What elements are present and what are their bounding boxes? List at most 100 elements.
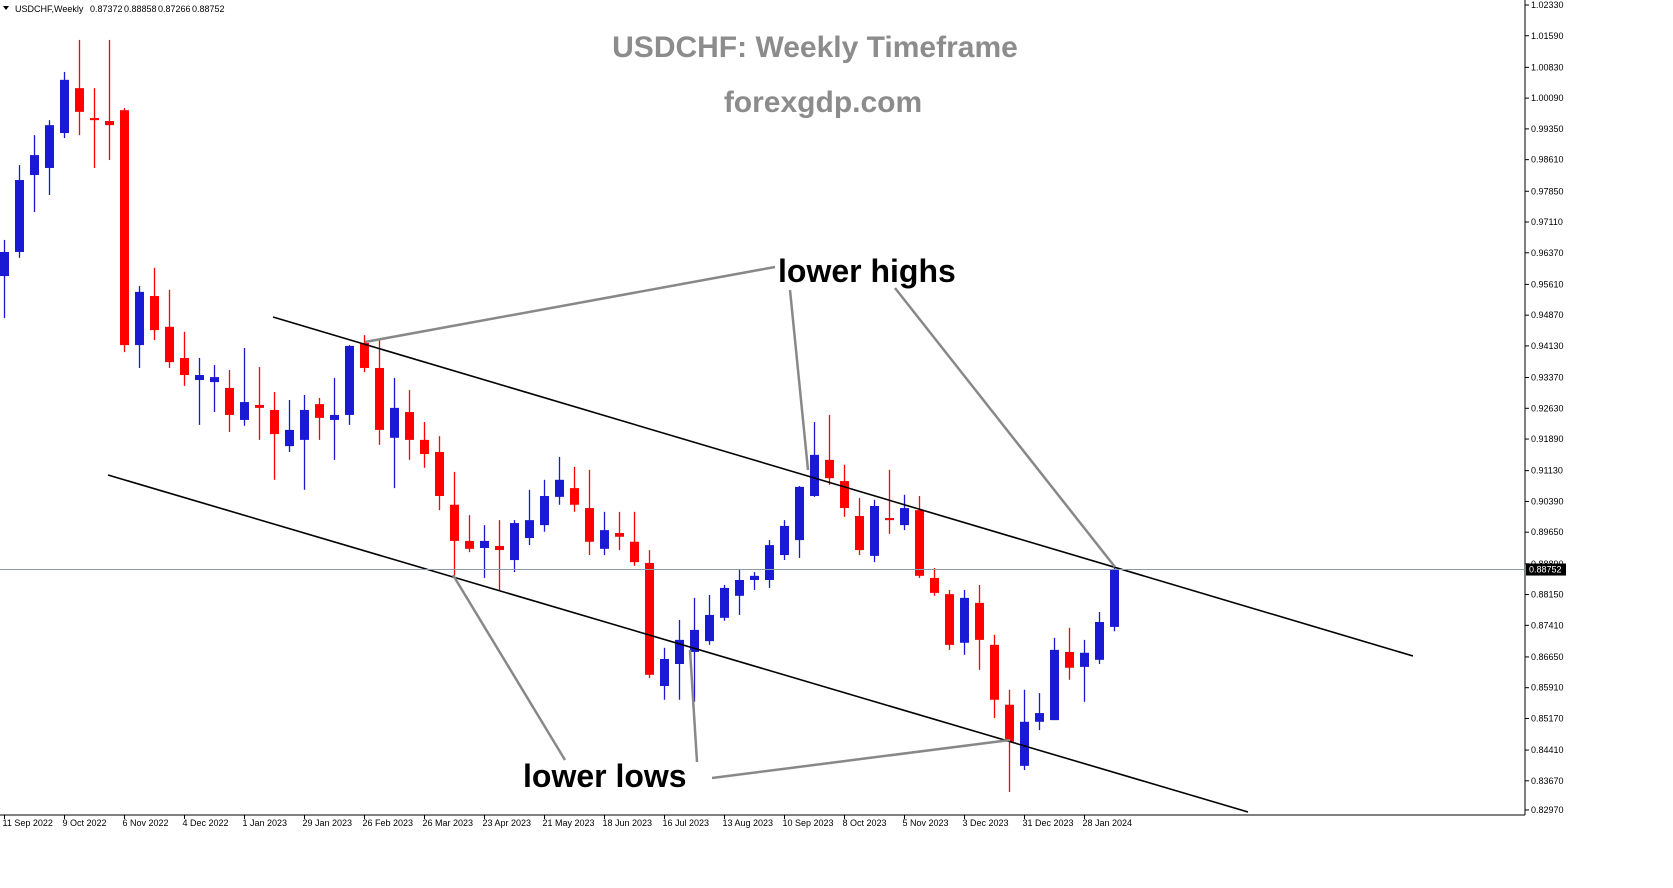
candle-body	[795, 486, 804, 541]
candle-body	[495, 545, 504, 551]
y-tick-label: 0.99350	[1531, 124, 1564, 134]
candle-body	[360, 343, 369, 368]
candle-body	[255, 404, 264, 408]
y-tick-label: 0.94130	[1531, 341, 1564, 351]
y-tick-label: 1.00830	[1531, 62, 1564, 72]
candle-body	[1050, 649, 1059, 721]
pointer-line	[711, 738, 1011, 780]
y-tick-label: 0.96370	[1531, 248, 1564, 258]
candle-body	[690, 629, 699, 652]
candle-body	[1035, 713, 1044, 722]
pointer-line	[894, 287, 1116, 568]
candle-body	[555, 479, 564, 497]
y-tick-label: 0.93370	[1531, 373, 1564, 383]
candle-body	[840, 481, 849, 509]
menu-arrow	[3, 6, 9, 10]
candle-body	[825, 459, 834, 479]
candle-body	[330, 414, 339, 420]
x-tick-label: 3 Dec 2023	[963, 818, 1009, 828]
header-open: 0.87372	[90, 4, 123, 14]
x-tick-label: 4 Dec 2022	[183, 818, 229, 828]
candle-body	[345, 345, 354, 415]
x-tick-label: 23 Apr 2023	[483, 818, 532, 828]
x-tick-label: 10 Sep 2023	[783, 818, 834, 828]
x-tick-label: 11 Sep 2022	[3, 818, 53, 828]
x-tick-label: 26 Feb 2023	[363, 818, 414, 828]
candle-body	[570, 488, 579, 505]
candle-body	[1110, 569, 1119, 627]
candle-body	[780, 525, 789, 556]
x-tick-label: 1 Jan 2023	[243, 818, 288, 828]
y-tick-label: 1.01590	[1531, 31, 1564, 41]
y-tick-label: 0.89650	[1531, 527, 1564, 537]
pointer-line	[688, 649, 699, 763]
candle-body	[390, 407, 399, 438]
candle-body	[210, 377, 219, 383]
candle-body	[915, 510, 924, 576]
annotation: lower lows	[523, 758, 687, 794]
candle-body	[240, 402, 249, 420]
candle-body	[315, 404, 324, 418]
pointer-line	[788, 289, 810, 471]
candle-body	[525, 520, 534, 539]
candle-body	[945, 594, 954, 645]
candle-body	[90, 118, 99, 121]
candle-body	[165, 326, 174, 363]
candle-body	[645, 562, 654, 675]
candle-body	[1065, 651, 1074, 668]
candle-body	[660, 659, 669, 687]
x-tick-label: 13 Aug 2023	[723, 818, 774, 828]
candle-body	[630, 541, 639, 563]
x-tick-label: 29 Jan 2023	[303, 818, 353, 828]
y-tick-label: 1.02330	[1531, 0, 1564, 10]
symbol: USDCHF,Weekly	[15, 4, 84, 14]
x-tick-label: 21 May 2023	[543, 818, 595, 828]
candle-body	[870, 505, 879, 556]
y-tick-label: 0.87410	[1531, 620, 1564, 630]
y-tick-label: 0.98610	[1531, 155, 1564, 165]
candle-body	[30, 155, 39, 176]
candle-body	[1005, 704, 1014, 742]
candle-body	[540, 496, 549, 526]
candle-body	[675, 639, 684, 664]
candle-body	[75, 88, 84, 112]
candle-body	[285, 429, 294, 447]
x-tick-label: 9 Oct 2022	[63, 818, 107, 828]
y-tick-label: 0.92630	[1531, 403, 1564, 413]
y-tick-label: 0.85170	[1531, 713, 1564, 723]
candle-body	[735, 580, 744, 596]
candle-body	[405, 412, 414, 440]
y-tick-label: 0.91890	[1531, 434, 1564, 444]
pointer-line	[364, 265, 776, 344]
x-tick-label: 8 Oct 2023	[843, 818, 887, 828]
candle-body	[270, 409, 279, 435]
candle-body	[705, 614, 714, 642]
chart-subtitle: forexgdp.com	[724, 86, 922, 119]
candle-body	[765, 545, 774, 581]
candle-body	[720, 587, 729, 618]
price-label-box	[1526, 563, 1566, 576]
candle-body	[120, 110, 129, 346]
candle-body	[300, 409, 309, 440]
candle-body	[150, 296, 159, 331]
y-tick-label: 0.97110	[1531, 217, 1563, 227]
x-tick-label: 28 Jan 2024	[1083, 818, 1133, 828]
y-tick-label: 0.84410	[1531, 745, 1564, 755]
x-tick-label: 5 Nov 2023	[903, 818, 949, 828]
price-label: 0.88752	[1529, 565, 1562, 575]
candle-body	[510, 523, 519, 561]
candle-body	[420, 439, 429, 455]
y-tick-label: 0.90390	[1531, 496, 1564, 506]
y-tick-label: 0.91130	[1531, 466, 1563, 476]
x-tick-label: 18 Jun 2023	[603, 818, 653, 828]
x-tick-label: 31 Dec 2023	[1023, 818, 1074, 828]
header-low: 0.87266	[158, 4, 191, 14]
candle-body	[750, 575, 759, 581]
y-tick-label: 0.95610	[1531, 279, 1564, 289]
y-tick-label: 0.94870	[1531, 310, 1564, 320]
upper-channel-line	[272, 316, 1414, 657]
candle-body	[855, 515, 864, 551]
candle-body	[1020, 721, 1029, 766]
